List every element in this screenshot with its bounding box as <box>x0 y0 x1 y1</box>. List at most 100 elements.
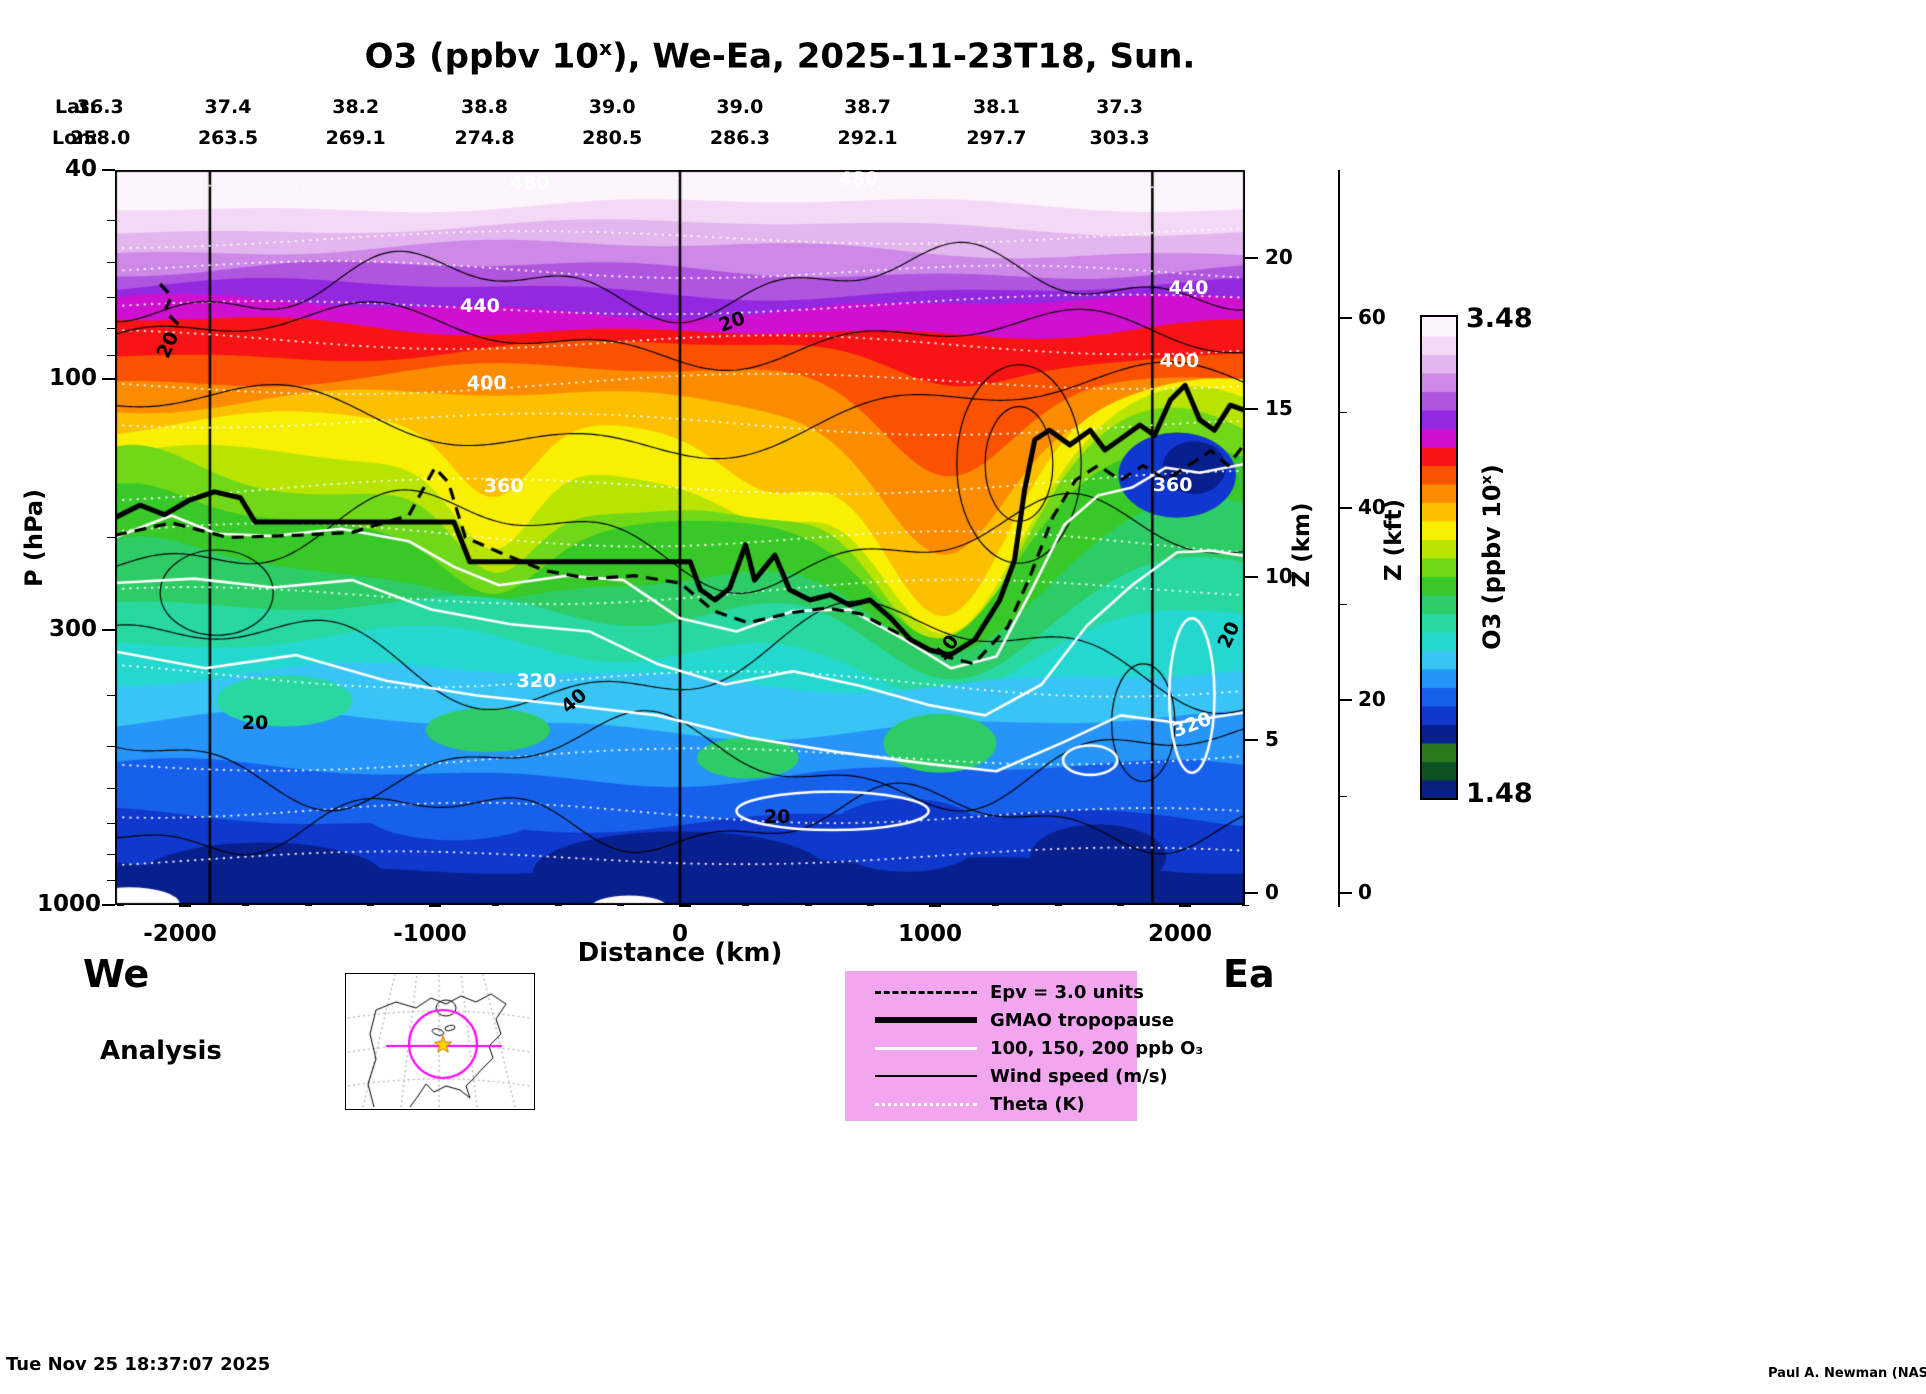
pressure-tick-label: 100 <box>48 365 97 392</box>
cross-section-plot: 480 480 440 400 360 320 440 400 360 320 20 20 20 40 20… <box>115 168 1245 905</box>
pressure-tick-label: 1000 <box>37 891 102 917</box>
zkm-tick <box>1245 257 1258 260</box>
pressure-minor-tick <box>107 297 115 299</box>
distance-tick-label: -1000 <box>393 921 467 947</box>
lon-value: 274.8 <box>454 127 515 149</box>
distance-major-tick <box>679 905 691 907</box>
zkft-axis-title: Z (kft) <box>1381 498 1407 582</box>
legend-sample-white-solid <box>875 1046 977 1050</box>
distance-tick-label: 2000 <box>1147 921 1212 947</box>
distance-minor-tick <box>1117 905 1124 906</box>
pressure-tick-label: 300 <box>48 616 97 643</box>
legend-label: Theta (K) <box>990 1093 1085 1115</box>
lon-axis-label: Lon: <box>52 127 99 149</box>
zkm-tick-label: 0 <box>1265 880 1279 905</box>
zkft-tick <box>1340 316 1352 319</box>
zkft-tick-label: 20 <box>1358 686 1386 711</box>
zkft-minor-tick <box>1340 603 1347 605</box>
distance-major-tick <box>429 905 441 907</box>
zkm-axis-title: Z (km) <box>1289 502 1315 588</box>
east-endpoint-label: Ea <box>1223 952 1275 996</box>
pressure-major-tick <box>102 904 115 906</box>
colorbar-gradient <box>1422 317 1456 798</box>
zkm-tick <box>1245 576 1258 579</box>
colorbar-title-sup: x <box>1479 475 1495 485</box>
pressure-minor-tick <box>107 262 115 264</box>
pressure-axis-title: P (hPa) <box>20 488 48 588</box>
distance-axis-title: Distance (km) <box>577 938 783 968</box>
lon-value: 297.7 <box>966 127 1027 149</box>
colorbar-title: O3 (ppbv 10x) <box>1478 464 1506 650</box>
zkft-tick <box>1340 507 1352 510</box>
legend-item: Wind speed (m/s) <box>845 1062 1168 1090</box>
distance-minor-tick <box>304 905 312 906</box>
zkm-tick <box>1245 892 1258 895</box>
zkft-minor-tick <box>1340 796 1347 798</box>
lon-value: 286.3 <box>709 127 770 149</box>
lon-value-row: 258.0 263.5 269.1 274.8 280.5 286.3 292.1 297.7… <box>0 127 1926 149</box>
zkft-tick <box>1340 698 1352 701</box>
lat-value: 37.4 <box>204 96 252 118</box>
pressure-minor-tick <box>107 823 115 825</box>
distance-minor-tick <box>117 905 124 906</box>
pressure-tick-label: 40 <box>64 156 97 182</box>
lat-value: 38.1 <box>972 96 1020 118</box>
distance-major-tick <box>179 905 191 907</box>
legend-item: Theta (K) <box>845 1090 1137 1118</box>
legend-label: Epv = 3.0 units <box>990 981 1144 1003</box>
credit: Paul A. Newman (NASA <box>1768 1366 1926 1381</box>
lat-value: 38.7 <box>844 96 892 118</box>
lat-value-row: 36.3 37.4 38.2 38.8 39.0 39.0 38.7 38.1 37.3 <box>0 96 1926 118</box>
lon-value: 258.0 <box>70 127 131 149</box>
west-endpoint-label: We <box>83 952 150 996</box>
distance-tick-label: -2000 <box>143 921 217 947</box>
legend-label: Wind speed (m/s) <box>990 1065 1168 1087</box>
distance-major-tick <box>1179 905 1191 907</box>
lat-value: 39.0 <box>716 96 764 118</box>
lon-value: 292.1 <box>837 127 898 149</box>
legend-label: GMAO tropopause <box>990 1009 1175 1031</box>
zkm-tick <box>1245 739 1258 742</box>
colorbar <box>1420 315 1458 800</box>
lat-value: 39.0 <box>588 96 636 118</box>
lon-value: 303.3 <box>1089 127 1150 149</box>
lat-value: 36.3 <box>76 96 124 118</box>
plot-title-sup: x <box>598 36 613 60</box>
map-inset <box>345 973 535 1110</box>
distance-minor-tick <box>992 905 999 906</box>
legend-sample-thick-black <box>875 1017 977 1023</box>
pressure-minor-tick <box>107 853 115 855</box>
map-canvas <box>346 974 532 1107</box>
lon-value: 280.5 <box>582 127 643 149</box>
plot-title-post: ), We-Ea, 2025-11-23T18, Sun. <box>612 36 1196 77</box>
distance-minor-tick <box>742 905 749 906</box>
pressure-minor-tick <box>107 695 115 697</box>
pressure-minor-tick <box>107 787 115 789</box>
pressure-major-tick <box>102 169 115 171</box>
colorbar-max-label: 3.48 <box>1466 303 1533 334</box>
zkm-tick-label: 20 <box>1265 245 1293 270</box>
lat-value: 38.2 <box>332 96 380 118</box>
lat-value: 38.8 <box>461 96 508 118</box>
legend-sample-dashed-black <box>875 990 977 994</box>
legend: Epv = 3.0 units GMAO tropopause 100, 150, … <box>845 971 1203 1121</box>
contour-canvas <box>115 170 1245 905</box>
distance-minor-tick <box>492 905 499 906</box>
zkft-axis-line <box>1338 170 1340 907</box>
pressure-minor-tick <box>107 880 115 882</box>
pressure-minor-tick <box>107 746 115 748</box>
pressure-major-tick <box>102 629 115 632</box>
pressure-minor-tick <box>107 537 115 538</box>
plot-title: O3 (ppbv 10x), We-Ea, 2025-11-23T18, Sun… <box>115 36 1445 76</box>
legend-item: Epv = 3.0 units <box>845 978 1144 1006</box>
pressure-minor-tick <box>107 327 115 329</box>
zkm-tick-label: 10 <box>1265 564 1293 589</box>
zkft-minor-tick <box>1340 412 1347 414</box>
legend-sample-thin-black <box>875 1075 977 1077</box>
lat-axis-label: Lat: <box>55 96 97 118</box>
lon-value: 263.5 <box>197 127 259 149</box>
legend-label: 100, 150, 200 ppb O₃ <box>990 1037 1204 1059</box>
distance-minor-tick <box>367 905 374 906</box>
distance-minor-tick <box>867 905 874 906</box>
